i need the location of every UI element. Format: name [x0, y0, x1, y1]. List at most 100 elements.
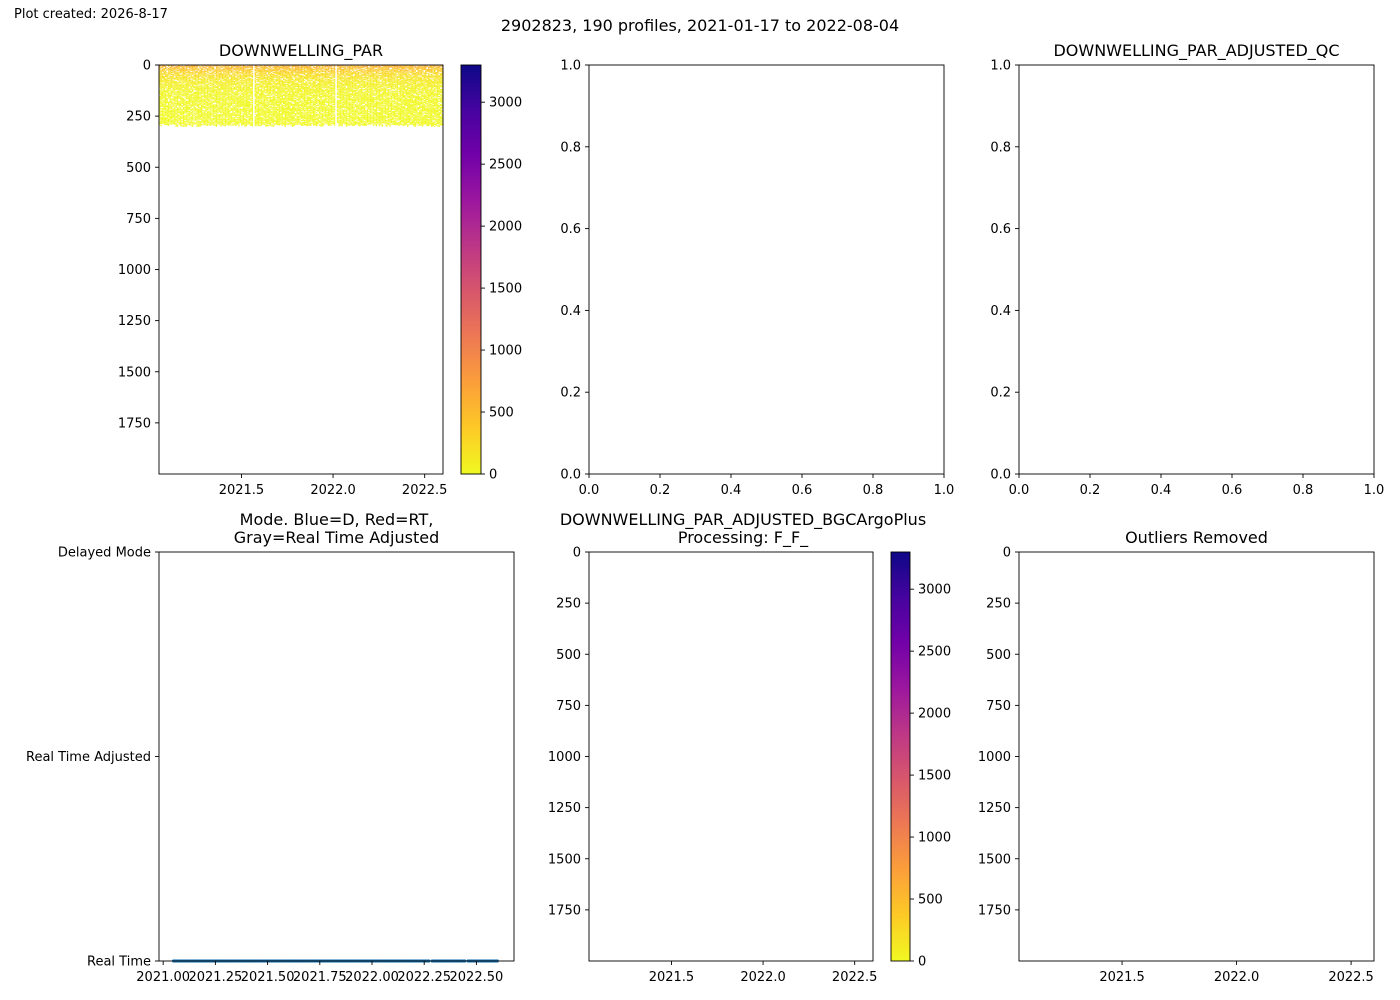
par-sample [190, 72, 192, 74]
par-sample [256, 110, 258, 112]
par-sample [223, 85, 225, 87]
par-sample [236, 119, 239, 120]
par-sample [196, 83, 198, 85]
par-sample [259, 78, 261, 80]
par-sample [203, 71, 206, 73]
par-sample [236, 73, 239, 74]
par-sample [173, 67, 176, 68]
par-sample [166, 77, 168, 79]
par-sample [220, 82, 222, 84]
par-sample [212, 91, 215, 93]
par-sample [248, 120, 251, 122]
par-sample [187, 102, 189, 104]
par-sample [169, 98, 171, 100]
par-sample [221, 114, 224, 116]
par-sample [227, 85, 230, 86]
par-sample [248, 103, 251, 105]
par-sample [238, 78, 240, 79]
par-sample [208, 120, 210, 122]
par-sample [233, 107, 236, 109]
par-sample [203, 121, 206, 122]
par-sample [223, 83, 225, 85]
par-sample [196, 112, 198, 113]
par-sample [211, 65, 213, 67]
par-sample [197, 103, 200, 105]
par-sample [160, 103, 162, 104]
par-sample [226, 82, 228, 84]
par-sample [247, 86, 249, 88]
par-sample [178, 68, 180, 70]
par-sample [200, 113, 203, 115]
par-sample [223, 72, 225, 74]
par-sample [184, 119, 186, 120]
par-sample [160, 117, 162, 119]
par-sample [200, 69, 203, 71]
par-sample [169, 67, 171, 69]
par-sample [187, 108, 189, 110]
par-sample [251, 109, 254, 110]
par-sample [184, 74, 186, 75]
par-sample [202, 105, 204, 107]
par-sample [172, 113, 174, 114]
par-sample [232, 94, 234, 96]
par-sample [160, 101, 162, 103]
par-sample [214, 105, 216, 107]
par-sample [163, 77, 165, 79]
par-sample [163, 114, 165, 116]
par-sample [200, 80, 203, 82]
par-sample [170, 117, 173, 119]
par-sample [199, 71, 201, 73]
par-sample [191, 85, 194, 87]
par-sample [190, 101, 192, 103]
par-sample [176, 112, 179, 113]
par-sample [196, 67, 198, 69]
par-sample [254, 80, 257, 81]
par-sample [202, 90, 204, 92]
par-sample [170, 75, 173, 77]
par-sample [239, 119, 242, 121]
par-sample [221, 103, 224, 105]
par-sample [208, 117, 210, 119]
par-sample [175, 101, 177, 103]
par-sample [235, 77, 237, 79]
par-sample [185, 111, 188, 113]
par-sample [173, 71, 176, 73]
par-sample [159, 97, 161, 99]
par-sample [251, 106, 254, 108]
par-sample [244, 100, 246, 102]
par-sample [163, 106, 165, 108]
par-sample [203, 79, 206, 81]
par-sample [250, 119, 252, 120]
par-sample [193, 95, 195, 97]
par-sample [218, 102, 221, 104]
par-sample [206, 104, 209, 106]
par-sample [182, 68, 185, 69]
par-sample [220, 107, 222, 109]
par-sample [247, 82, 249, 83]
par-sample [226, 96, 228, 98]
par-sample [251, 118, 254, 120]
par-sample [197, 89, 200, 91]
par-sample [179, 69, 182, 71]
par-sample [244, 91, 246, 93]
par-sample [212, 75, 215, 77]
par-sample [194, 87, 197, 89]
par-sample [209, 109, 212, 110]
par-sample [187, 122, 189, 124]
par-sample [248, 81, 251, 83]
par-sample [175, 105, 177, 106]
par-sample [175, 93, 177, 94]
par-sample [163, 116, 165, 118]
par-sample [220, 72, 222, 74]
par-sample [250, 84, 252, 86]
par-sample [197, 118, 200, 120]
par-sample [212, 108, 215, 110]
par-sample [236, 87, 239, 89]
par-sample [159, 122, 161, 123]
par-sample [187, 119, 189, 121]
par-sample [206, 71, 209, 73]
par-sample [169, 88, 171, 90]
par-sample [194, 78, 197, 80]
par-sample [159, 118, 161, 120]
par-sample [200, 88, 203, 89]
